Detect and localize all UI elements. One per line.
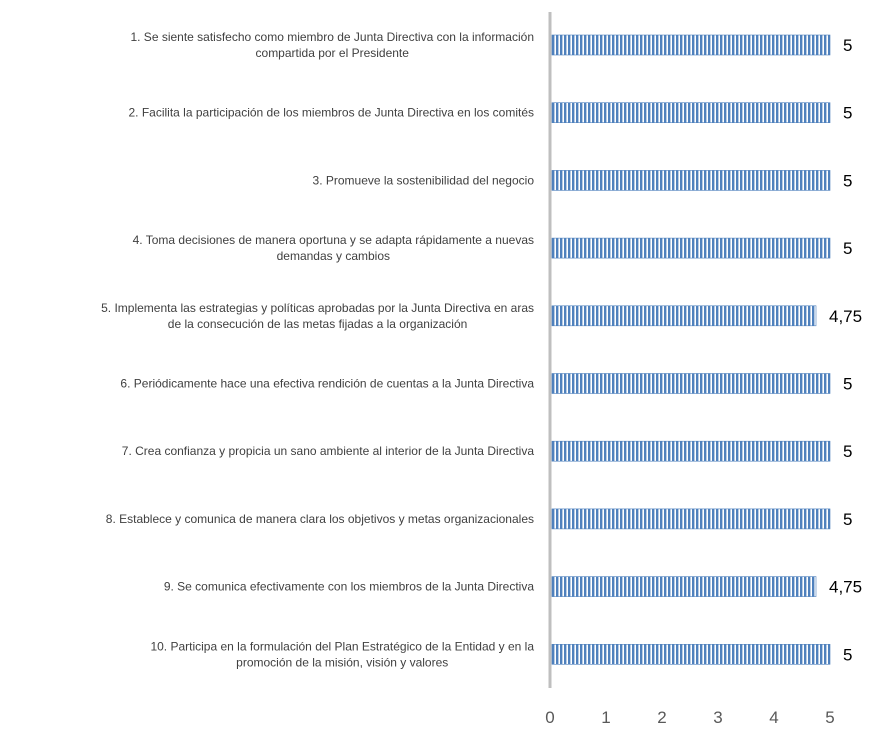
category-label-6-line-1: 6. Periódicamente hace una efectiva rend… [120, 377, 534, 391]
bar-item-4 [551, 237, 831, 259]
bar-item-9 [551, 576, 817, 597]
category-label-2-line-1: 2. Facilita la participación de los miem… [128, 106, 534, 120]
value-label-6: 5 [843, 375, 852, 394]
value-label-5: 4,75 [829, 307, 862, 326]
x-tick-label-1: 1 [601, 708, 610, 727]
category-label-10-line-2: promoción de la misión, visión y valores [236, 655, 448, 669]
category-label-3-line-1: 3. Promueve la sostenibilidad del negoci… [313, 173, 535, 187]
x-tick-label-0: 0 [545, 708, 554, 727]
category-label-4-line-1: 4. Toma decisiones de manera oportuna y … [133, 233, 534, 247]
bar-item-5 [551, 305, 817, 327]
value-label-2: 5 [843, 104, 852, 123]
category-label-9-line-1: 9. Se comunica efectivamente con los mie… [164, 580, 534, 594]
bar-item-2 [551, 102, 831, 123]
value-label-3: 5 [843, 171, 852, 190]
x-tick-label-5: 5 [825, 708, 834, 727]
value-label-8: 5 [843, 510, 852, 529]
value-label-7: 5 [843, 442, 852, 461]
category-label-1-line-1: 1. Se siente satisfecho como miembro de … [130, 30, 534, 44]
x-tick-label-2: 2 [657, 708, 666, 727]
value-label-1: 5 [843, 36, 852, 55]
bar-item-7 [551, 440, 831, 462]
bar-item-10 [551, 643, 831, 665]
category-label-10-line-1: 10. Participa en la formulación del Plan… [150, 639, 534, 653]
value-label-9: 4,75 [829, 578, 862, 597]
x-axis-tick-labels: 0 1 2 3 4 5 [545, 708, 834, 727]
category-label-5-line-1: 5. Implementa las estrategias y política… [101, 301, 534, 315]
value-labels: 5 5 5 5 4,75 5 5 5 4,75 5 [829, 36, 862, 664]
value-label-4: 5 [843, 239, 852, 258]
x-tick-label-4: 4 [769, 708, 778, 727]
category-label-4-line-2: demandas y cambios [277, 249, 390, 263]
bar-item-1 [551, 34, 831, 56]
category-label-8-line-1: 8. Establece y comunica de manera clara … [106, 512, 534, 526]
category-labels: 1. Se siente satisfecho como miembro de … [101, 30, 534, 669]
category-label-7-line-1: 7. Crea confianza y propicia un sano amb… [122, 444, 535, 458]
category-label-5-line-2: de la consecución de las metas fijadas a… [168, 317, 468, 331]
bar-item-3 [551, 170, 831, 191]
value-label-10: 5 [843, 645, 852, 664]
bar-item-8 [551, 508, 831, 530]
bars-layer [551, 34, 831, 665]
category-label-1-line-2: compartida por el Presidente [256, 46, 410, 60]
x-tick-label-3: 3 [713, 708, 722, 727]
bar-item-6 [551, 373, 831, 394]
